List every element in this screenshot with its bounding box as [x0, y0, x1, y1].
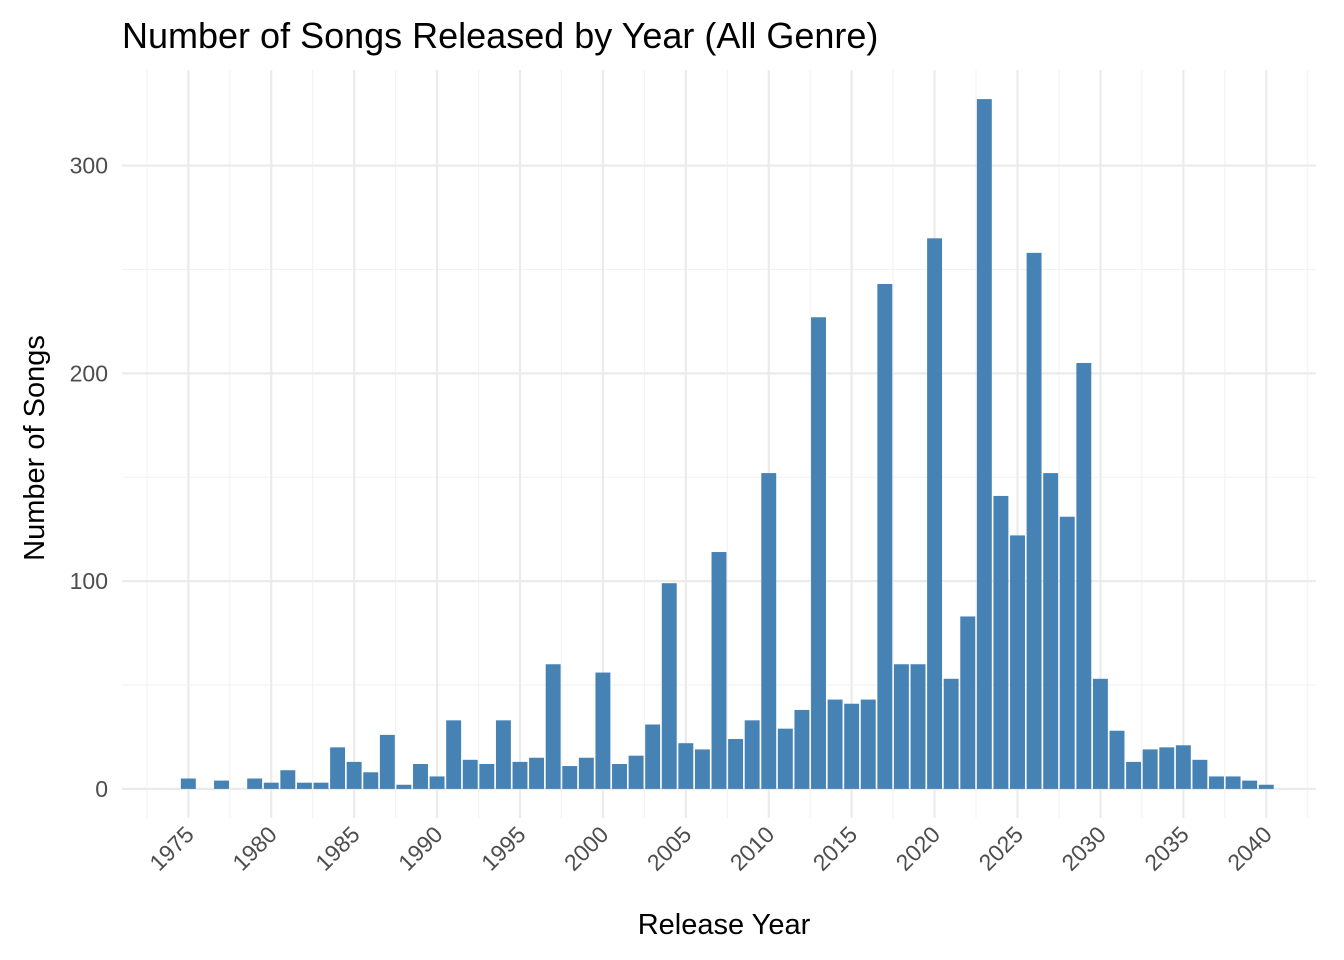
bar — [678, 743, 694, 789]
bar — [1026, 252, 1042, 789]
minor-gridlines — [122, 70, 1316, 818]
bar — [844, 703, 860, 789]
bar — [1142, 749, 1158, 789]
bar — [1225, 776, 1241, 789]
bar — [777, 728, 793, 789]
bar — [811, 317, 826, 789]
bar — [446, 720, 462, 789]
bar — [1242, 780, 1258, 789]
bar — [628, 755, 644, 789]
x-axis-title: Release Year — [638, 909, 811, 941]
bar — [363, 772, 379, 789]
bar — [1258, 784, 1274, 789]
x-tick-label: 1975 — [144, 821, 199, 876]
bar — [1010, 535, 1025, 789]
bar — [744, 720, 760, 789]
x-tick-label: 1995 — [476, 821, 531, 876]
bar — [661, 583, 677, 789]
bar — [512, 761, 528, 789]
x-tick-label: 2020 — [891, 821, 946, 876]
bar — [247, 778, 263, 789]
x-tick-label: 2035 — [1139, 821, 1194, 876]
bar — [413, 763, 428, 789]
bar — [545, 664, 561, 789]
bar — [495, 720, 511, 789]
bar — [1092, 678, 1108, 789]
bar — [330, 747, 346, 789]
bar — [694, 749, 710, 789]
bar — [761, 473, 777, 789]
bar — [927, 238, 943, 789]
x-tick-label: 2040 — [1222, 821, 1277, 876]
x-tick-label: 2015 — [808, 821, 863, 876]
x-tick-label: 1990 — [393, 821, 448, 876]
x-tick-label: 2030 — [1056, 821, 1111, 876]
bar — [711, 552, 727, 789]
bar — [529, 757, 545, 789]
bar — [910, 664, 926, 789]
bar — [728, 739, 744, 789]
bar — [429, 776, 445, 789]
y-tick-label: 300 — [70, 153, 108, 179]
x-tick-label: 2000 — [559, 821, 614, 876]
bar — [645, 724, 661, 789]
bar — [1059, 516, 1075, 789]
y-tick-label: 100 — [70, 568, 108, 594]
x-axis-tick-labels: 1975 1980 1985 1990 1995 2000 2005 2010 2015 2020… — [144, 821, 1276, 876]
x-tick-label: 2025 — [973, 821, 1028, 876]
chart-title: Number of Songs Released by Year (All Ge… — [122, 15, 878, 56]
y-axis-tick-labels: 0 100 200 300 — [70, 153, 108, 802]
bar — [993, 495, 1009, 789]
x-tick-label: 1985 — [310, 821, 365, 876]
bar — [612, 763, 627, 789]
bar — [280, 770, 296, 789]
bar — [1159, 747, 1175, 789]
y-tick-label: 0 — [95, 776, 108, 802]
bar — [296, 782, 312, 789]
bar — [827, 699, 843, 789]
bar — [578, 757, 594, 789]
x-tick-label: 2010 — [725, 821, 780, 876]
bar — [976, 99, 992, 789]
bar — [379, 734, 395, 789]
bar — [562, 766, 578, 789]
bar — [1109, 730, 1125, 789]
bar — [313, 782, 329, 789]
bar — [396, 784, 412, 789]
bar — [893, 664, 909, 789]
bar — [877, 284, 893, 789]
bar — [794, 709, 810, 789]
x-tick-label: 2005 — [642, 821, 697, 876]
bar — [479, 763, 495, 789]
bar — [263, 782, 279, 789]
bar — [1175, 745, 1191, 789]
bar — [1209, 776, 1224, 789]
bar — [462, 759, 478, 789]
bar — [595, 672, 611, 789]
bar — [1043, 473, 1059, 789]
bar — [1126, 761, 1142, 789]
bar — [346, 761, 362, 789]
bar — [860, 699, 876, 789]
bar — [1192, 759, 1208, 789]
bar — [180, 778, 196, 789]
y-axis-title: Number of Songs — [19, 335, 51, 561]
y-tick-label: 200 — [70, 360, 108, 386]
bar — [1076, 362, 1092, 789]
x-tick-label: 1980 — [227, 821, 282, 876]
bar — [960, 616, 976, 789]
bars — [180, 99, 1274, 789]
bar — [943, 678, 959, 789]
bar — [214, 780, 229, 789]
